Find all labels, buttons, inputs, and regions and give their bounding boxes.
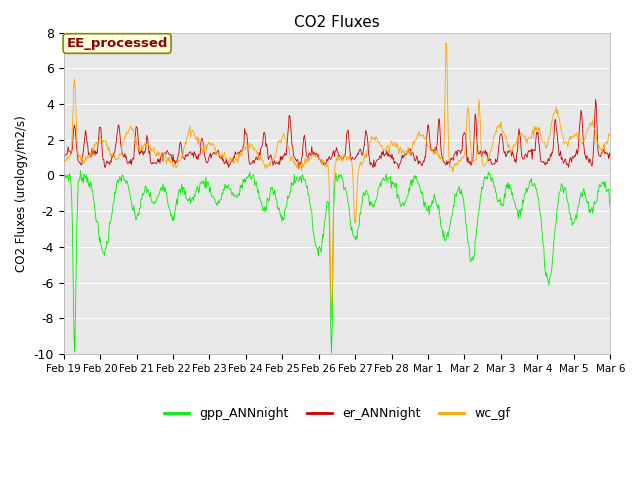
- Title: CO2 Fluxes: CO2 Fluxes: [294, 15, 380, 30]
- Y-axis label: CO2 Fluxes (urology/m2/s): CO2 Fluxes (urology/m2/s): [15, 115, 28, 272]
- Legend: gpp_ANNnight, er_ANNnight, wc_gf: gpp_ANNnight, er_ANNnight, wc_gf: [159, 402, 515, 425]
- Text: EE_processed: EE_processed: [67, 37, 168, 50]
